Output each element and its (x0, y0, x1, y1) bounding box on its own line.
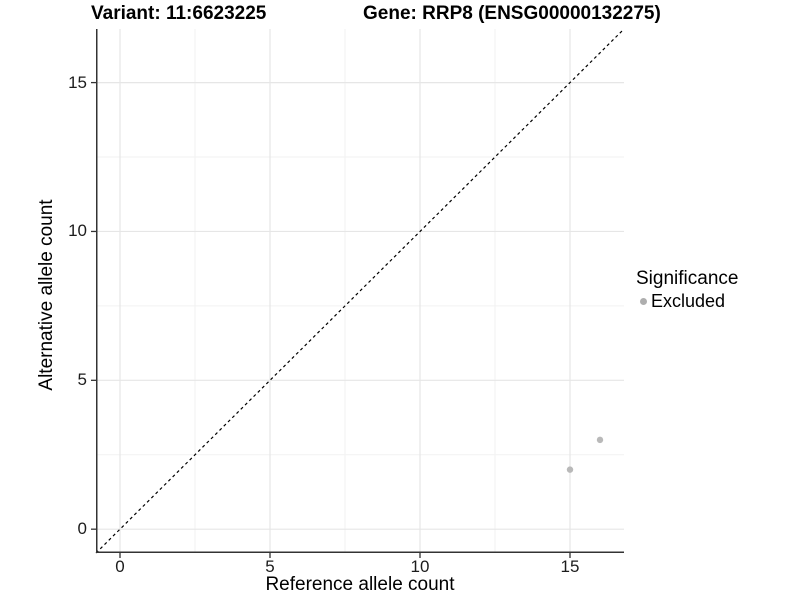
identity-line (95, 29, 625, 554)
y-tick-label: 15 (68, 72, 87, 92)
legend-key-point-icon (640, 297, 647, 305)
x-tick-label: 10 (410, 557, 430, 576)
x-axis-title: Reference allele count (265, 574, 455, 595)
legend-title: Significance (636, 268, 739, 289)
y-tick-label: 10 (68, 221, 87, 241)
x-tick-label: 15 (560, 557, 580, 576)
plot-panel (91, 29, 625, 558)
legend-entry-label: Excluded (651, 291, 726, 311)
y-axis-title: Alternative allele count (36, 199, 57, 391)
data-point (596, 436, 604, 444)
legend: Significance Excluded (636, 267, 738, 311)
y-tick-label: 5 (77, 370, 87, 390)
plot-title-gene: Gene: RRP8 (ENSG00000132275) (363, 3, 661, 24)
plot-title-variant: Variant: 11:6623225 (91, 3, 267, 24)
legend-entry-excluded: Excluded (636, 291, 738, 311)
x-tick-label: 0 (115, 557, 125, 576)
data-point (566, 466, 574, 473)
y-tick-label: 0 (77, 519, 87, 539)
x-tick-label: 5 (265, 557, 275, 576)
